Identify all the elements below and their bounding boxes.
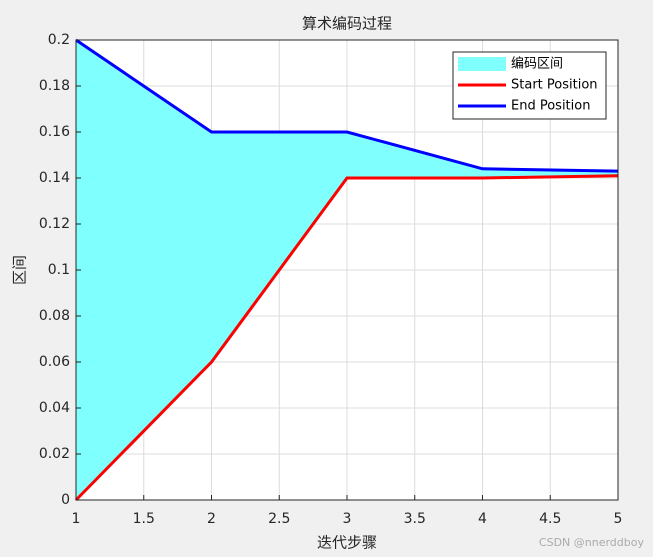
legend-swatch <box>458 57 506 71</box>
x-tick-label: 3.5 <box>404 511 426 527</box>
legend-label: End Position <box>511 99 590 114</box>
x-tick-label: 4 <box>478 511 487 527</box>
y-tick-label: 0.02 <box>39 446 70 462</box>
y-tick-label: 0.18 <box>39 78 70 94</box>
y-tick-label: 0.14 <box>39 170 70 186</box>
x-tick-label: 4.5 <box>539 511 561 527</box>
x-tick-label: 5 <box>614 511 623 527</box>
legend: 编码区间 Start Position End Position <box>452 51 607 120</box>
legend-label: Start Position <box>511 78 598 93</box>
y-tick-label: 0.12 <box>39 216 70 232</box>
x-tick-label: 2.5 <box>268 511 290 527</box>
chart-title: 算术编码过程 <box>302 15 392 33</box>
line <box>75 38 619 173</box>
line <box>74 174 619 502</box>
y-tick-label: 0.04 <box>39 400 70 416</box>
y-tick-label: 0.1 <box>48 262 70 278</box>
x-tick-label: 2 <box>207 511 216 527</box>
y-tick-label: 0.08 <box>39 308 70 324</box>
y-axis-label: 区间 <box>11 255 29 285</box>
y-tick-label: 0 <box>61 492 70 508</box>
x-tick-label: 1 <box>72 511 81 527</box>
x-tick-label: 1.5 <box>133 511 155 527</box>
legend-label: 编码区间 <box>511 57 563 72</box>
x-tick-label: 3 <box>343 511 352 527</box>
fill-area <box>76 40 618 500</box>
y-tick-label: 0.06 <box>39 354 70 370</box>
watermark: CSDN @nnerddboy <box>539 536 645 549</box>
x-axis-label: 迭代步骤 <box>317 534 377 552</box>
y-tick-label: 0.2 <box>48 32 70 48</box>
y-tick-label: 0.16 <box>39 124 70 140</box>
